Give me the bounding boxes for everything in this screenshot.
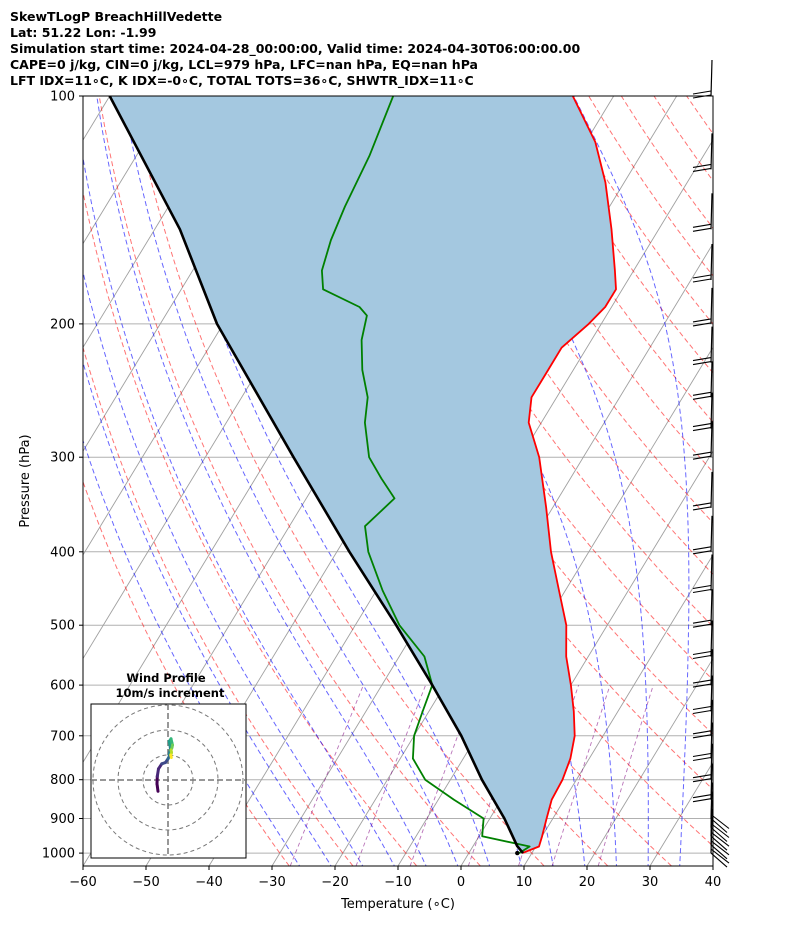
- hodograph-title: Wind Profile: [126, 671, 206, 685]
- x-tick-label: −50: [132, 875, 159, 890]
- wind-barb: [692, 326, 713, 366]
- wind-barb: [692, 699, 713, 739]
- y-tick-label: 1000: [42, 847, 75, 862]
- chart-title: SkewTLogP BreachHillVedette: [10, 9, 223, 24]
- time-line: Simulation start time: 2024-04-28_00:00:…: [10, 41, 581, 56]
- moist-adiabat: [96, 96, 427, 866]
- wind-barb: [692, 243, 713, 283]
- hodograph-subtitle: 10m/s increment: [116, 686, 225, 700]
- isotherm-line: [649, 761, 713, 866]
- y-tick-label: 100: [50, 90, 75, 105]
- dry-adiabat: [490, 96, 713, 423]
- dry-adiabat: [83, 480, 290, 866]
- dry-adiabat: [457, 96, 713, 473]
- chart-header: SkewTLogP BreachHillVedette Lat: 51.22 L…: [10, 9, 580, 89]
- dry-adiabat: [588, 96, 713, 277]
- profile-lines: [108, 96, 617, 856]
- isotherm-line: [83, 96, 237, 349]
- wind-barb: [692, 193, 713, 232]
- y-tick-label: 700: [50, 729, 75, 744]
- x-tick-label: −60: [69, 875, 96, 890]
- x-tick-label: 40: [705, 875, 722, 890]
- mixing-ratio-line: [551, 684, 611, 866]
- y-axis-label: Pressure (hPa): [18, 434, 33, 527]
- x-tick-label: 0: [457, 875, 465, 890]
- wind-barb: [692, 620, 713, 660]
- hodograph-inset: Wind Profile 10m/s increment: [90, 671, 247, 859]
- y-tick-label: 800: [50, 773, 75, 788]
- isotherm-line: [523, 553, 713, 866]
- location-line: Lat: 51.22 Lon: -1.99: [10, 25, 157, 40]
- x-tick-label: −40: [195, 875, 222, 890]
- mixing-ratio-line: [355, 684, 427, 866]
- hodograph-ring: [117, 729, 219, 831]
- moist-adiabat: [122, 96, 459, 866]
- x-tick-label: −20: [321, 875, 348, 890]
- moist-adiabat: [83, 270, 364, 866]
- isotherm-line: [712, 865, 713, 866]
- wind-barb: [692, 421, 713, 460]
- wind-barb: [692, 722, 713, 762]
- moist-adiabat: [450, 96, 649, 866]
- y-tick-label: 900: [50, 812, 75, 827]
- wind-barb: [692, 649, 713, 688]
- cape-line: CAPE=0 j/kg, CIN=0 j/kg, LCL=979 hPa, LF…: [10, 57, 478, 72]
- parcel-profile-line: [108, 96, 525, 854]
- axis-ticks: −60 −50 −40 −30 −20 −10 0 10 20 30 40 100 200 300 400 5…: [42, 90, 721, 891]
- wind-barb: [692, 515, 713, 555]
- y-tick-label: 400: [50, 545, 75, 560]
- y-tick-label: 300: [50, 451, 75, 466]
- moist-adiabat: [152, 96, 491, 866]
- isotherm-line: [83, 96, 174, 245]
- dewpoint-line: [320, 96, 531, 854]
- cape-cin-shading: [109, 96, 616, 854]
- wind-barb: [692, 361, 713, 400]
- x-tick-label: 20: [579, 875, 596, 890]
- y-tick-label: 500: [50, 619, 75, 634]
- wind-barb: [692, 675, 713, 715]
- wind-barb: [692, 589, 713, 628]
- wind-barb: [692, 133, 713, 172]
- dry-adiabat: [131, 96, 545, 866]
- wind-barb: [692, 287, 713, 327]
- dry-adiabat: [620, 96, 713, 229]
- hodograph-segment: [169, 753, 173, 759]
- x-tick-label: −10: [384, 875, 411, 890]
- y-tick-label: 600: [50, 679, 75, 694]
- mixing-ratio-line: [289, 684, 364, 866]
- dry-adiabat: [98, 96, 481, 866]
- indices-line: LFT IDX=11∘C, K IDX=-0∘C, TOTAL TOTS=36∘…: [10, 73, 474, 88]
- wind-barb: [710, 817, 730, 868]
- wind-barb: [692, 554, 713, 594]
- x-tick-label: 30: [642, 875, 659, 890]
- dry-adiabat: [686, 96, 713, 135]
- hodograph-ring: [142, 754, 194, 806]
- x-tick-label: −30: [258, 875, 285, 890]
- wind-barb: [692, 392, 713, 432]
- x-axis-label: Temperature (∘C): [340, 897, 455, 912]
- dry-adiabat: [83, 189, 418, 866]
- y-tick-label: 200: [50, 317, 75, 332]
- wind-barb: [692, 59, 713, 99]
- wind-barb: [692, 743, 713, 783]
- x-tick-label: 10: [516, 875, 533, 890]
- wind-barb: [692, 471, 713, 511]
- dry-adiabat: [752, 96, 794, 866]
- mixing-ratio-line: [597, 684, 654, 866]
- moist-adiabat: [83, 155, 395, 866]
- moist-adiabat: [83, 360, 332, 866]
- dry-adiabat: [719, 96, 794, 866]
- isotherm-line: [586, 657, 713, 866]
- surface-parcel-marker: [515, 850, 520, 856]
- hodograph-ring: [92, 704, 244, 856]
- isotherm-line: [334, 242, 713, 866]
- wind-barbs: [692, 59, 730, 868]
- temperature-line: [522, 96, 617, 854]
